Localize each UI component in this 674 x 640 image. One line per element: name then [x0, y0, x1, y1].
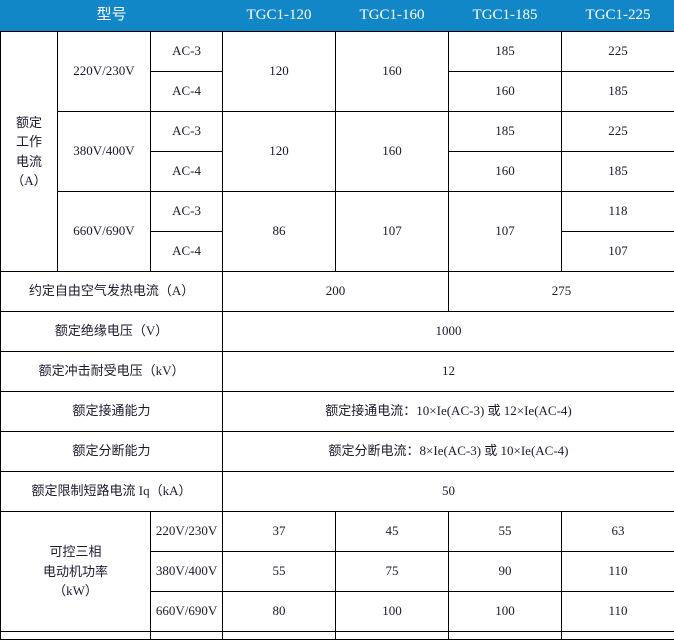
row-label-rated-impulse-withstand-voltage: 额定冲击耐受电压（kV） [1, 352, 223, 392]
value-cell: 120 [223, 112, 336, 192]
value-cell: 118 [562, 192, 674, 232]
value-cell: 额定接通电流：10×Ie(AC-3) 或 12×Ie(AC-4) [223, 392, 674, 432]
partial-cell [151, 632, 223, 640]
partial-cell [336, 632, 449, 640]
value-cell: 107 [449, 192, 562, 272]
rated-current-label-line-3: 电流 [1, 152, 57, 172]
partial-cell [562, 632, 674, 640]
table-row: 额定限制短路电流 Iq（kA） 50 [1, 472, 674, 512]
voltage-label-380v: 380V/400V [58, 112, 151, 192]
value-cell: 110 [562, 552, 674, 592]
value-cell: 1000 [223, 312, 674, 352]
header-type-label: 型号 [1, 1, 223, 32]
value-cell: 185 [449, 112, 562, 152]
row-label-rated-making-capacity: 额定接通能力 [1, 392, 223, 432]
value-cell: 75 [336, 552, 449, 592]
table-row: 额定绝缘电压（V） 1000 [1, 312, 674, 352]
table-row: 额定接通能力 额定接通电流：10×Ie(AC-3) 或 12×Ie(AC-4) [1, 392, 674, 432]
motor-power-label-line-3: （kW） [1, 581, 150, 601]
value-cell: 107 [336, 192, 449, 272]
partial-cell [449, 632, 562, 640]
value-cell: 185 [562, 152, 674, 192]
header-model-tgc1-120: TGC1-120 [223, 1, 336, 32]
ac-type-label: AC-4 [151, 152, 223, 192]
voltage-label-220v: 220V/230V [58, 32, 151, 112]
table-row: 660V/690V AC-3 86 107 107 118 [1, 192, 674, 232]
motor-power-label-line-2: 电动机功率 [1, 562, 150, 582]
table-header-row: 型号 TGC1-120 TGC1-160 TGC1-185 TGC1-225 [1, 1, 674, 32]
table-row: 额定分断能力 额定分断电流：8×Ie(AC-3) 或 10×Ie(AC-4) [1, 432, 674, 472]
motor-voltage-label-660v: 660V/690V [151, 592, 223, 632]
value-cell: 160 [449, 152, 562, 192]
value-cell: 160 [336, 112, 449, 192]
table-row: 380V/400V AC-3 120 160 185 225 [1, 112, 674, 152]
value-cell: 55 [223, 552, 336, 592]
value-cell: 120 [223, 32, 336, 112]
value-cell: 225 [562, 112, 674, 152]
motor-voltage-label-380v: 380V/400V [151, 552, 223, 592]
value-cell: 275 [449, 272, 674, 312]
value-cell: 45 [336, 512, 449, 552]
value-cell: 50 [223, 472, 674, 512]
table-row: 额定 工作 电流 （A） 220V/230V AC-3 120 160 185 … [1, 32, 674, 72]
value-cell: 额定分断电流：8×Ie(AC-3) 或 10×Ie(AC-4) [223, 432, 674, 472]
value-cell: 37 [223, 512, 336, 552]
motor-power-label-line-1: 可控三相 [1, 542, 150, 562]
header-model-tgc1-185: TGC1-185 [449, 1, 562, 32]
header-model-tgc1-160: TGC1-160 [336, 1, 449, 32]
value-cell: 55 [449, 512, 562, 552]
table-row-partial [1, 632, 674, 640]
ac-type-label: AC-3 [151, 32, 223, 72]
value-cell: 63 [562, 512, 674, 552]
row-label-rated-breaking-capacity: 额定分断能力 [1, 432, 223, 472]
value-cell: 225 [562, 32, 674, 72]
table-row: 可控三相 电动机功率 （kW） 220V/230V 37 45 55 63 [1, 512, 674, 552]
value-cell: 12 [223, 352, 674, 392]
rated-current-label-line-1: 额定 [1, 113, 57, 133]
value-cell: 200 [223, 272, 449, 312]
value-cell: 107 [562, 232, 674, 272]
row-label-conventional-heating-current: 约定自由空气发热电流（A） [1, 272, 223, 312]
ac-type-label: AC-3 [151, 192, 223, 232]
rated-current-label-line-2: 工作 [1, 132, 57, 152]
rated-current-label: 额定 工作 电流 （A） [1, 32, 58, 272]
header-model-tgc1-225: TGC1-225 [562, 1, 674, 32]
value-cell: 160 [449, 72, 562, 112]
ac-type-label: AC-4 [151, 232, 223, 272]
row-label-rated-short-circuit-current: 额定限制短路电流 Iq（kA） [1, 472, 223, 512]
value-cell: 100 [336, 592, 449, 632]
value-cell: 90 [449, 552, 562, 592]
value-cell: 80 [223, 592, 336, 632]
row-label-rated-insulation-voltage: 额定绝缘电压（V） [1, 312, 223, 352]
ac-type-label: AC-3 [151, 112, 223, 152]
value-cell: 185 [449, 32, 562, 72]
partial-cell [1, 632, 151, 640]
voltage-label-660v: 660V/690V [58, 192, 151, 272]
ac-type-label: AC-4 [151, 72, 223, 112]
rated-current-label-line-4: （A） [1, 171, 57, 191]
motor-voltage-label-220v: 220V/230V [151, 512, 223, 552]
value-cell: 110 [562, 592, 674, 632]
value-cell: 160 [336, 32, 449, 112]
table-row: 约定自由空气发热电流（A） 200 275 [1, 272, 674, 312]
value-cell: 86 [223, 192, 336, 272]
value-cell: 185 [562, 72, 674, 112]
value-cell: 100 [449, 592, 562, 632]
partial-cell [223, 632, 336, 640]
table-row: 额定冲击耐受电压（kV） 12 [1, 352, 674, 392]
